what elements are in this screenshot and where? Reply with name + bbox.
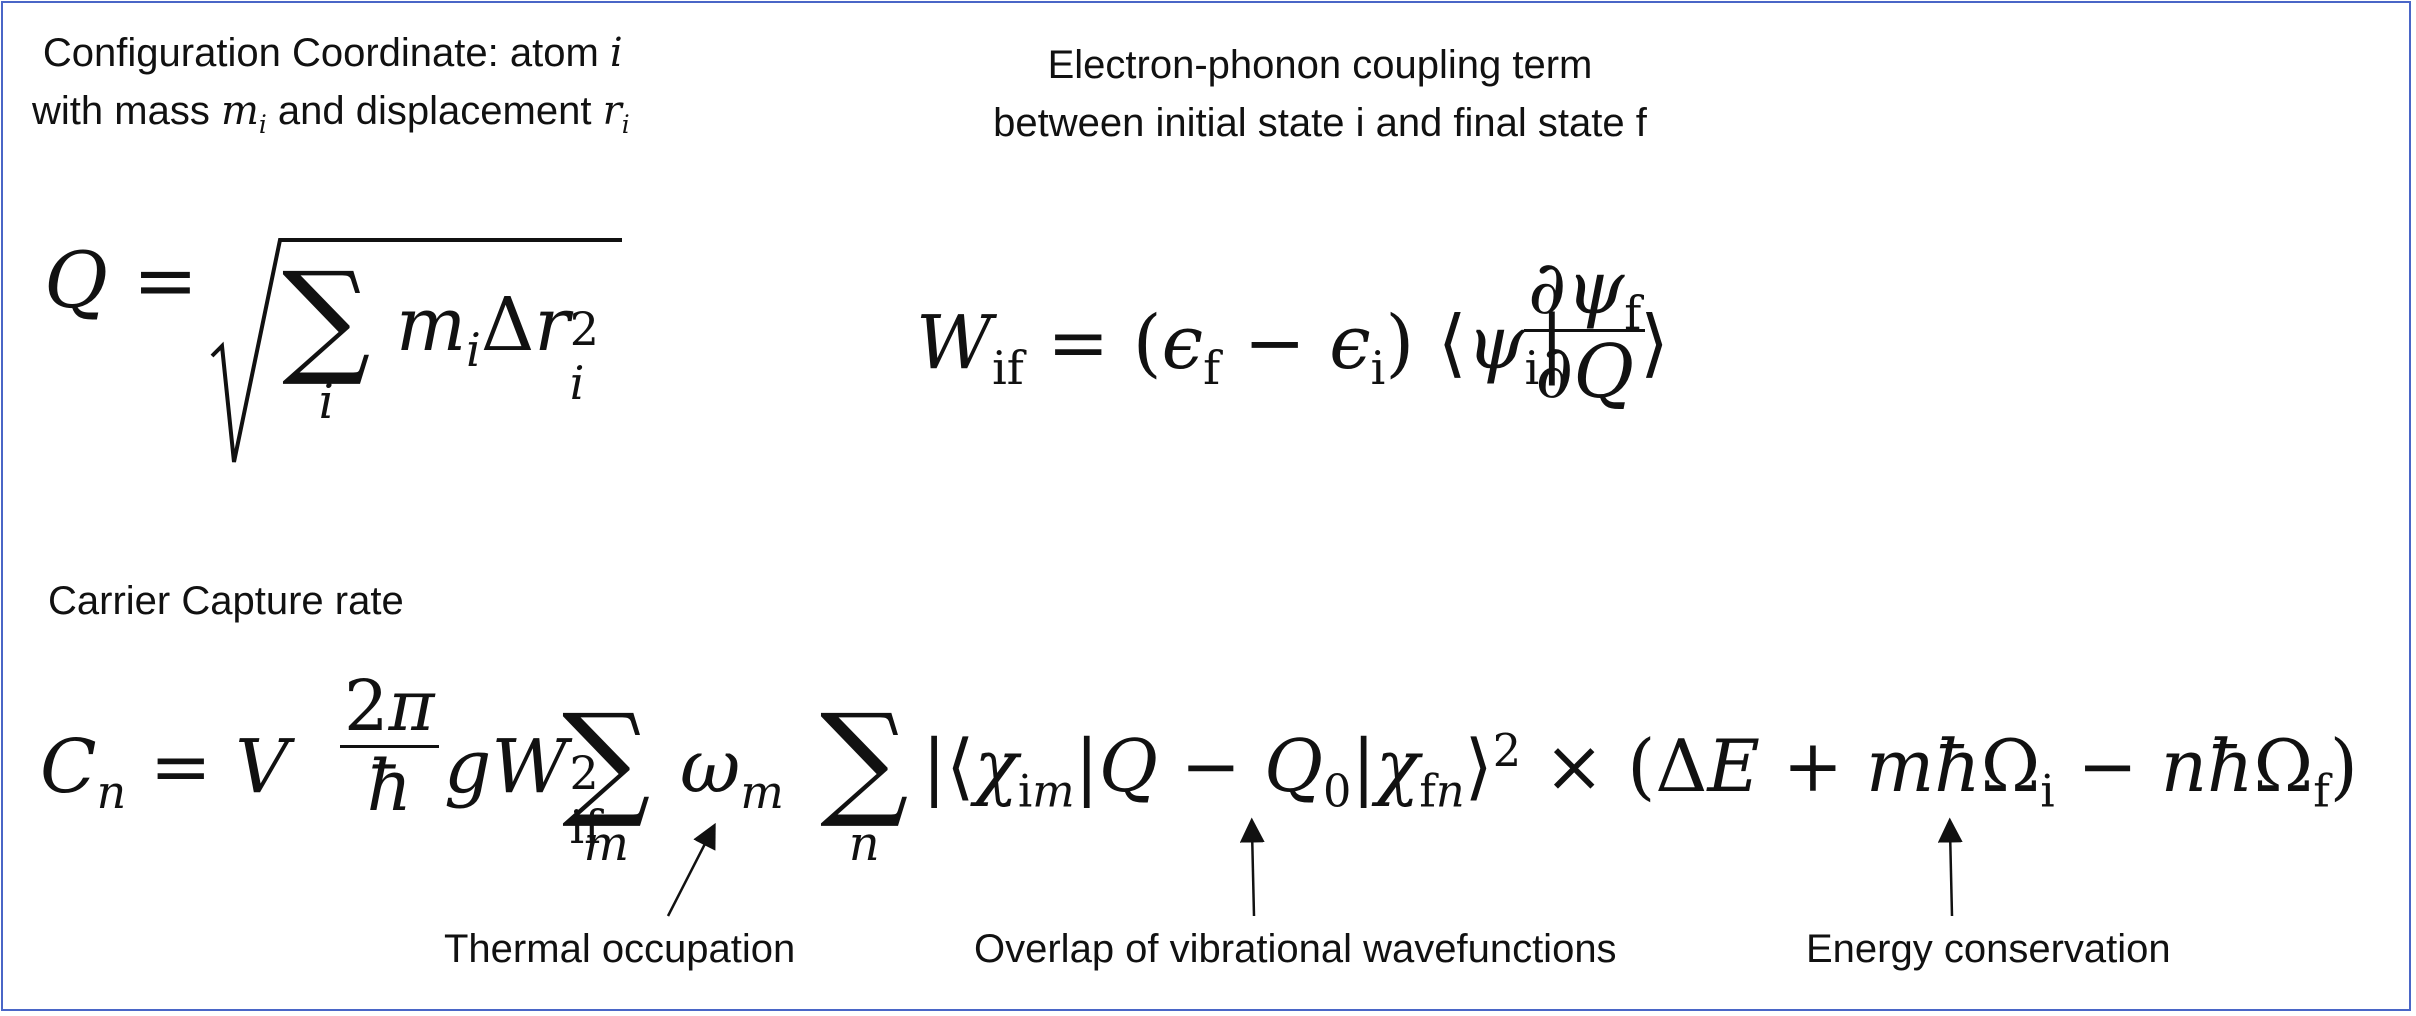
c-equation-sum-m: ∑ m [562,688,651,872]
coupling-label-line2: between initial state i and final state … [993,101,1647,145]
thermal-occupation-label: Thermal occupation [444,927,796,971]
electron-phonon-coupling-label: Electron-phonon coupling term between in… [940,36,1700,152]
q-equation: Q = [44,236,199,326]
w-equation-fraction: ∂ψf ∂Q [1524,247,1646,414]
q-equation-terms: miΔr 2 i [396,282,599,410]
overlap-vibrational-label: Overlap of vibrational wavefunctions [974,927,1617,971]
c-equation-omega: ωm [680,724,784,819]
c-equation-rhs: |⟨χim|Q − Q0|χfn⟩2 × (ΔE + mħΩi − nħΩf) [922,724,2358,818]
c-equation-fraction: 2π ħ [340,668,439,825]
w-equation-close: ⟩ [1640,300,1669,386]
c-equation-lhs: Cn = V [40,724,289,819]
configuration-coordinate-label: Configuration Coordinate: atom i with ma… [32,24,630,140]
q-equation-sum: ∑ i [282,246,371,430]
coupling-label-line1: Electron-phonon coupling term [1047,43,1593,87]
config-label-line2: with mass mi and displacement ri [32,88,630,139]
energy-conservation-label: Energy conservation [1806,927,2171,971]
c-equation-gw: gW 2 if [444,724,602,854]
w-equation: Wif = (ϵf − ϵi) ⟨ψi| [916,300,1565,395]
c-equation-sum-n: ∑ n [820,688,909,872]
config-label-line1: Configuration Coordinate: atom i [42,30,623,76]
carrier-capture-rate-label: Carrier Capture rate [48,579,404,623]
